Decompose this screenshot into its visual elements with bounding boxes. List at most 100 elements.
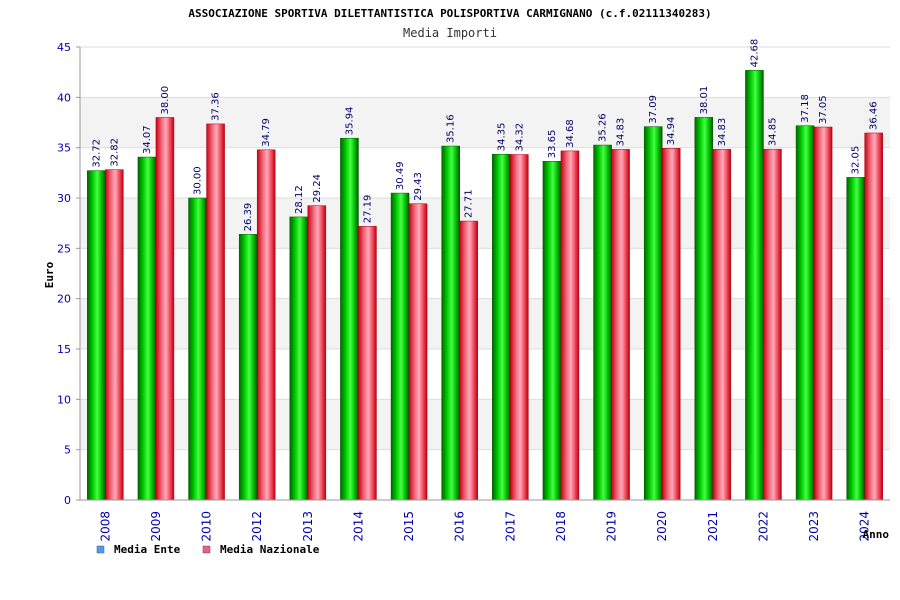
data-label-media-nazionale-2017: 34.32 <box>514 123 525 152</box>
bar-media-nazionale-2009 <box>155 117 175 501</box>
bar-media-nazionale-2010 <box>206 123 225 501</box>
bar-media-nazionale-2017 <box>510 154 529 501</box>
x-tick-label-2021: 2021 <box>706 511 720 542</box>
bar-media-ente-2013 <box>289 216 309 501</box>
data-label-media-ente-2020: 37.09 <box>648 95 659 124</box>
data-label-media-nazionale-2013: 29.24 <box>312 174 323 203</box>
data-label-media-nazionale-2024: 36.46 <box>869 101 880 130</box>
data-label-media-nazionale-2020: 34.94 <box>666 117 677 146</box>
y-tick-label: 5 <box>64 444 71 457</box>
bar-media-nazionale-2016 <box>459 220 478 501</box>
chart-title: ASSOCIAZIONE SPORTIVA DILETTANTISTICA PO… <box>188 7 711 20</box>
x-tick-label-2022: 2022 <box>756 511 770 542</box>
data-label-media-ente-2008: 32.72 <box>91 139 102 168</box>
y-axis-ticks: 0 5 10 15 20 25 30 35 40 45 <box>57 41 80 507</box>
bar-media-nazionale-2023 <box>813 126 833 501</box>
data-label-media-ente-2018: 33.65 <box>547 130 558 159</box>
data-label-media-nazionale-2022: 34.85 <box>767 118 778 147</box>
bar-media-ente-2022 <box>745 70 764 501</box>
data-label-media-ente-2010: 30.00 <box>193 166 204 195</box>
x-tick-label-2014: 2014 <box>351 511 365 542</box>
data-label-media-nazionale-2021: 34.83 <box>717 118 728 147</box>
y-tick-label: 10 <box>57 393 71 406</box>
data-label-media-nazionale-2019: 34.83 <box>616 118 627 147</box>
data-label-media-ente-2009: 34.07 <box>142 125 153 154</box>
legend-label-media-nazionale: Media Nazionale <box>220 543 320 556</box>
data-label-media-ente-2022: 42.68 <box>749 39 760 68</box>
x-tick-label-2018: 2018 <box>554 511 568 542</box>
x-tick-label-2012: 2012 <box>250 511 264 542</box>
x-tick-label-2010: 2010 <box>200 511 214 542</box>
legend-swatch-media-ente <box>96 545 105 554</box>
legend-item-media-nazionale: Media Nazionale <box>202 543 320 556</box>
bar-media-ente-2024 <box>846 177 865 501</box>
data-label-media-ente-2014: 35.94 <box>344 107 355 136</box>
x-tick-label-2024: 2024 <box>858 511 872 542</box>
bar-media-nazionale-2008 <box>105 169 124 501</box>
legend-swatch-media-nazionale <box>202 545 211 554</box>
data-label-media-ente-2019: 35.26 <box>598 113 609 142</box>
bar-media-ente-2012 <box>238 234 258 501</box>
bar-media-ente-2010 <box>188 197 207 501</box>
bar-media-nazionale-2013 <box>307 205 327 501</box>
bar-media-nazionale-2014 <box>358 226 377 501</box>
y-tick-label: 20 <box>57 293 71 306</box>
data-label-media-ente-2021: 38.01 <box>699 86 710 115</box>
data-label-media-nazionale-2010: 37.36 <box>211 92 222 121</box>
bar-media-nazionale-2021 <box>712 149 732 501</box>
bar-media-ente-2009 <box>137 156 157 501</box>
data-label-media-ente-2013: 28.12 <box>294 185 305 214</box>
x-tick-label-2008: 2008 <box>98 511 112 542</box>
legend-item-media-ente: Media Ente <box>96 543 181 556</box>
data-label-media-nazionale-2018: 34.68 <box>565 119 576 148</box>
bar-media-ente-2016 <box>441 145 460 501</box>
data-label-media-ente-2016: 35.16 <box>446 114 457 143</box>
data-label-media-nazionale-2012: 34.79 <box>261 118 272 147</box>
bars <box>87 70 883 501</box>
y-tick-label: 35 <box>57 142 71 155</box>
chart-subtitle: Media Importi <box>403 26 497 40</box>
bar-media-nazionale-2022 <box>763 148 782 501</box>
bar-media-ente-2018 <box>542 161 562 501</box>
plot-band <box>80 47 890 98</box>
bar-media-ente-2017 <box>492 153 511 501</box>
x-tick-label-2020: 2020 <box>655 511 669 542</box>
data-labels: 32.72 32.82 34.07 38.00 30.00 37.36 26.39 34.79… <box>91 39 879 232</box>
bar-media-nazionale-2020 <box>661 148 681 501</box>
bar-media-ente-2014 <box>340 137 359 501</box>
x-tick-label-2015: 2015 <box>402 511 416 542</box>
legend-label-media-ente: Media Ente <box>114 543 181 556</box>
x-axis-label: Anno <box>863 528 890 541</box>
bar-media-ente-2008 <box>87 170 106 501</box>
legend: Media Ente Media Nazionale <box>96 543 320 556</box>
bar-media-nazionale-2019 <box>611 149 630 501</box>
data-label-media-nazionale-2016: 27.71 <box>464 189 475 218</box>
y-tick-label: 40 <box>57 91 71 104</box>
bar-media-ente-2020 <box>643 126 663 501</box>
data-label-media-ente-2024: 32.05 <box>851 146 862 175</box>
bar-media-ente-2019 <box>593 144 612 501</box>
bar-media-nazionale-2015 <box>408 203 428 501</box>
bar-media-nazionale-2024 <box>864 132 883 501</box>
data-label-media-ente-2015: 30.49 <box>395 161 406 190</box>
y-tick-label: 0 <box>64 494 71 507</box>
data-label-media-nazionale-2014: 27.19 <box>362 195 373 224</box>
x-tick-label-2017: 2017 <box>503 511 517 542</box>
y-tick-label: 45 <box>57 41 71 54</box>
data-label-media-nazionale-2023: 37.05 <box>818 95 829 124</box>
x-tick-label-2016: 2016 <box>453 511 467 542</box>
bar-media-ente-2015 <box>390 192 410 501</box>
x-axis-ticks: 2008 2009 2010 2012 2013 2014 2015 2016 2017 2018… <box>98 511 871 542</box>
x-tick-label-2013: 2013 <box>301 511 315 542</box>
bar-media-nazionale-2018 <box>560 150 580 501</box>
data-label-media-ente-2012: 26.39 <box>243 203 254 232</box>
x-tick-label-2009: 2009 <box>149 511 163 542</box>
bar-media-ente-2021 <box>694 117 714 501</box>
data-label-media-nazionale-2015: 29.43 <box>413 172 424 201</box>
x-tick-label-2023: 2023 <box>807 511 821 542</box>
y-tick-label: 25 <box>57 242 71 255</box>
data-label-media-ente-2023: 37.18 <box>800 94 811 123</box>
y-tick-label: 30 <box>57 192 71 205</box>
data-label-media-nazionale-2008: 32.82 <box>109 138 120 167</box>
